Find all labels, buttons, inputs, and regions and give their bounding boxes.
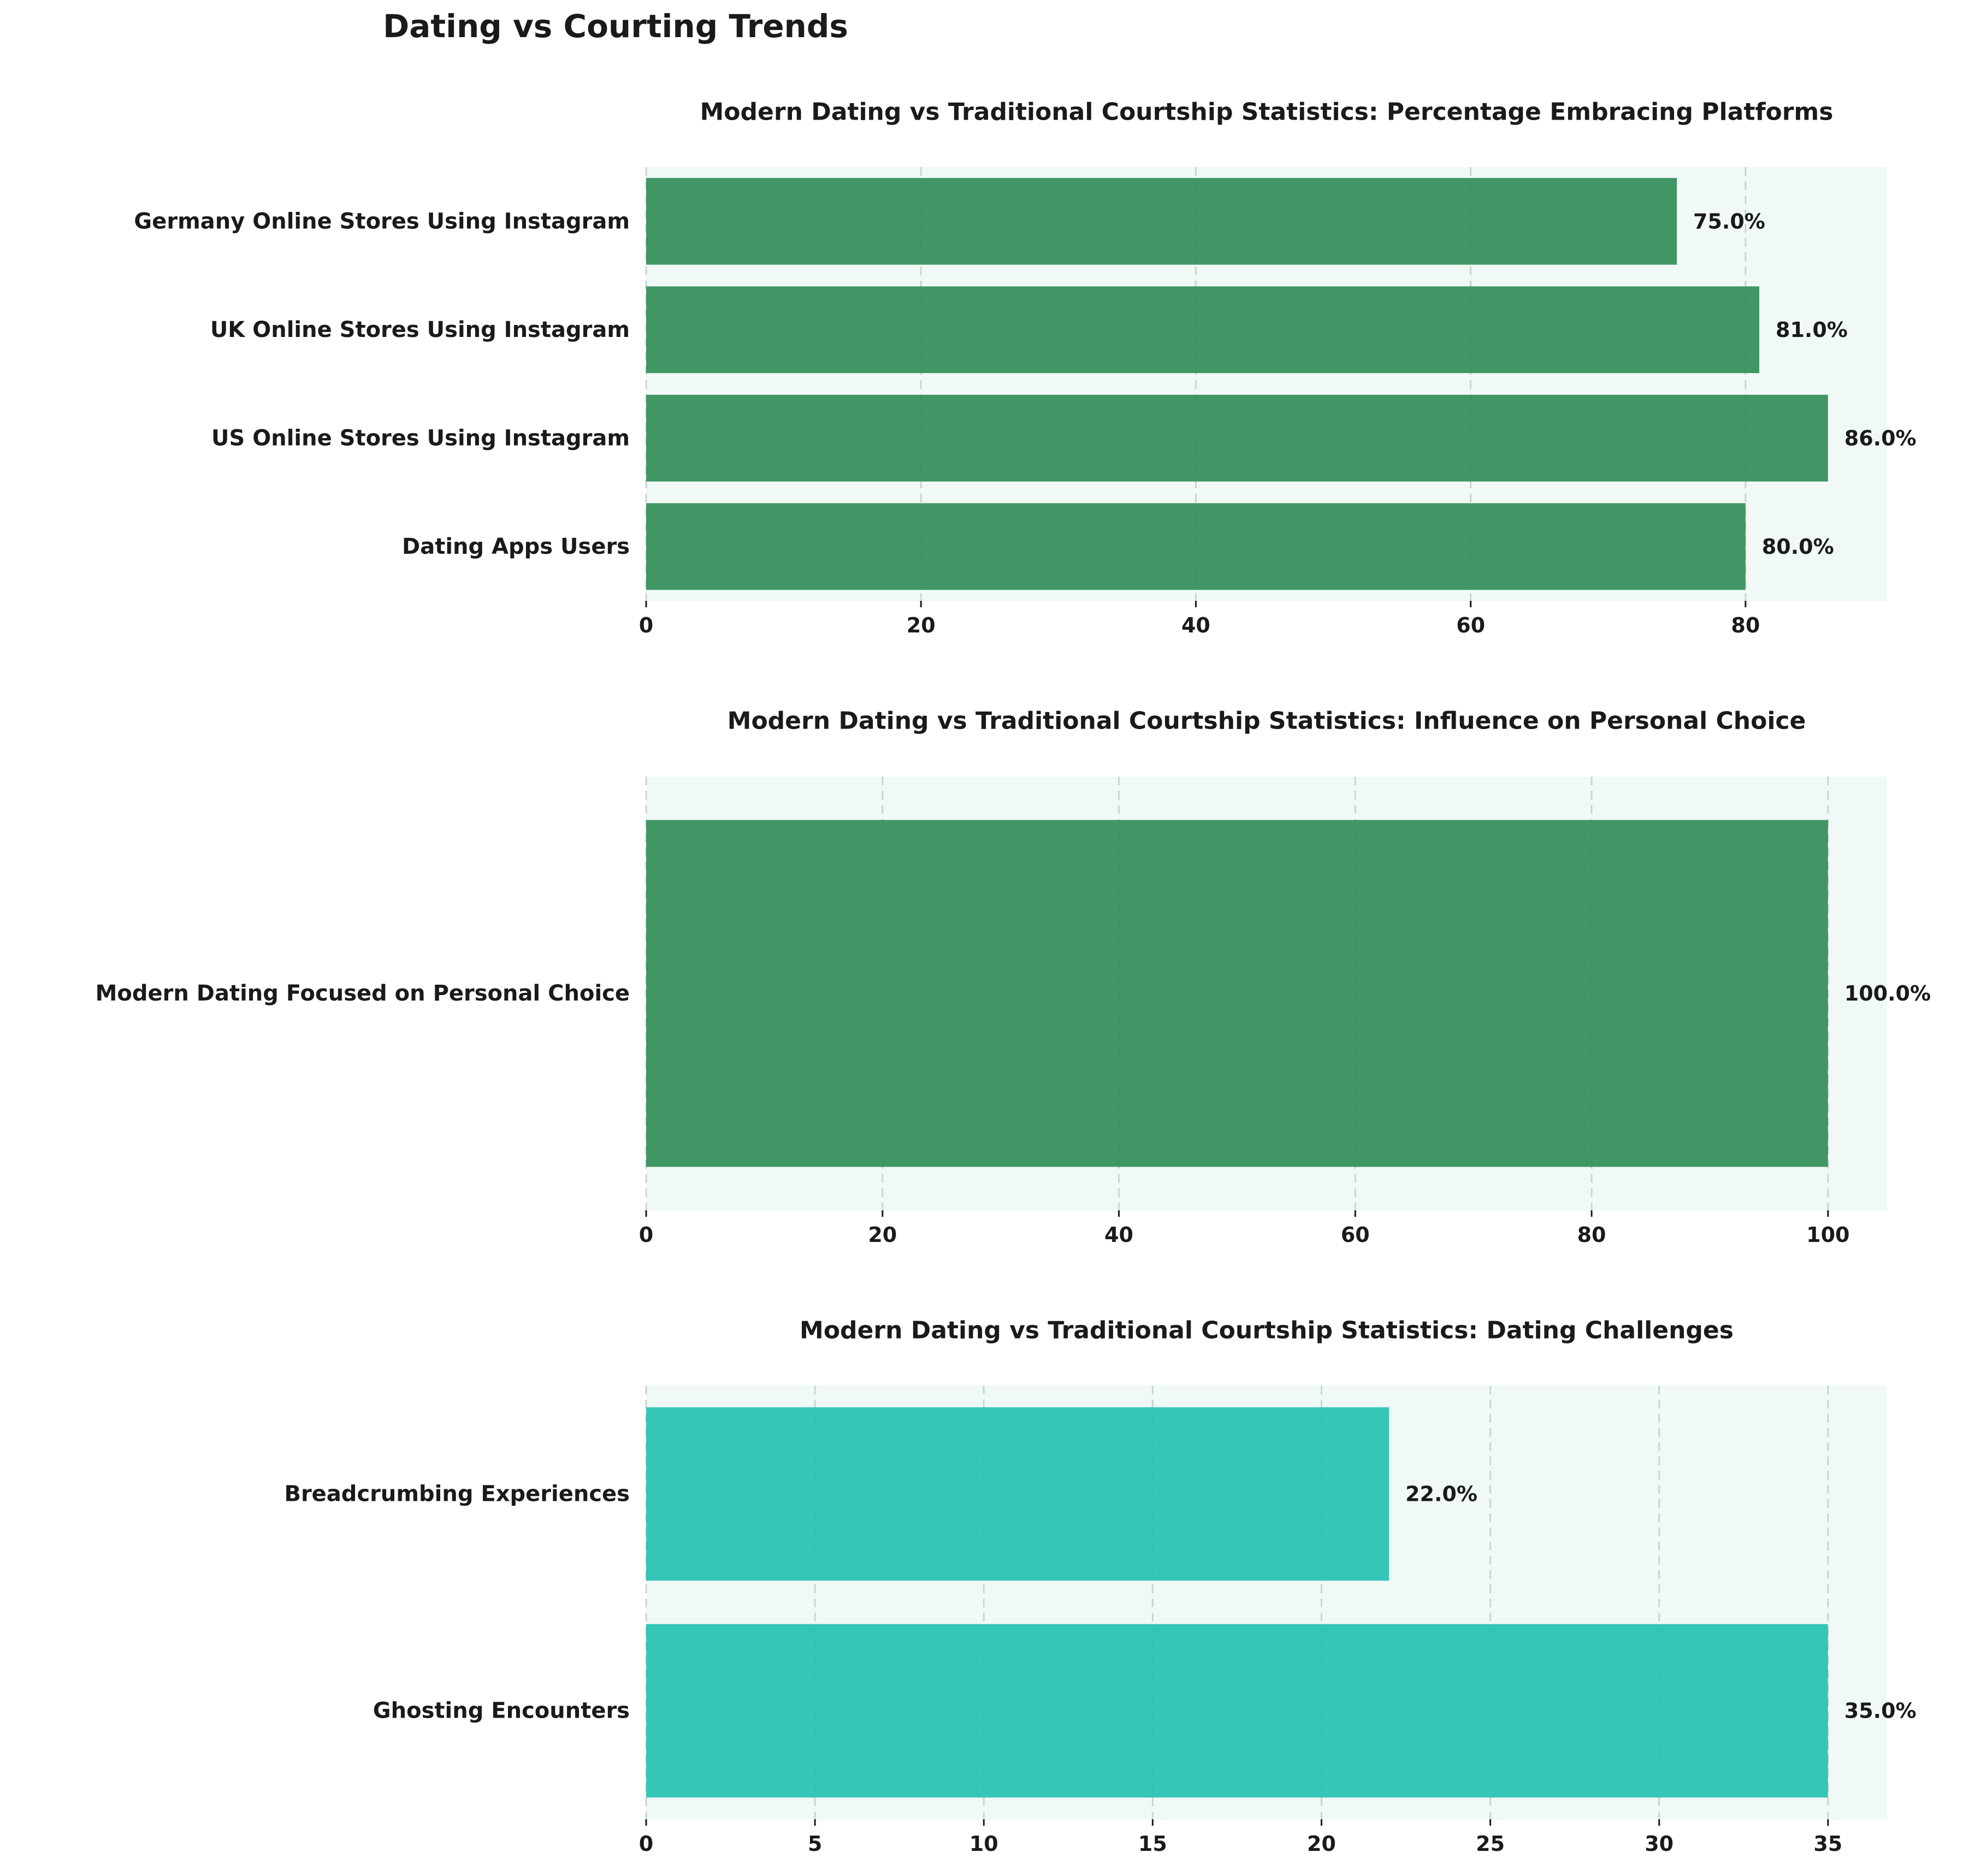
category-label: Germany Online Stores Using Instagram xyxy=(134,209,630,234)
x-tick-label: 0 xyxy=(639,613,653,637)
x-tick-label: 80 xyxy=(1577,1223,1606,1247)
data-label: 86.0% xyxy=(1844,426,1917,450)
data-label: 35.0% xyxy=(1844,1699,1917,1723)
category-label: UK Online Stores Using Instagram xyxy=(210,317,630,342)
x-tick-label: 40 xyxy=(1104,1223,1133,1247)
x-tick-label: 20 xyxy=(868,1223,897,1247)
category-label: Dating Apps Users xyxy=(402,534,630,559)
category-label: Breadcrumbing Experiences xyxy=(284,1482,630,1507)
x-tick-label: 60 xyxy=(1341,1223,1370,1247)
x-tick-label: 25 xyxy=(1476,1832,1505,1856)
x-tick-label: 30 xyxy=(1645,1832,1674,1856)
chart-panel-2: Modern Dating Focused on Personal Choice… xyxy=(96,707,1931,1247)
bar xyxy=(646,394,1828,482)
x-tick-label: 0 xyxy=(639,1223,653,1247)
x-tick-label: 60 xyxy=(1456,613,1485,637)
bar xyxy=(646,1624,1828,1798)
data-label: 80.0% xyxy=(1762,535,1834,559)
bar xyxy=(646,820,1828,1167)
bar xyxy=(646,503,1746,590)
category-label: US Online Stores Using Instagram xyxy=(211,425,630,451)
chart-title: Modern Dating vs Traditional Courtship S… xyxy=(800,1317,1734,1345)
category-label: Ghosting Encounters xyxy=(373,1699,630,1724)
x-tick-label: 20 xyxy=(907,613,936,637)
x-tick-label: 15 xyxy=(1138,1832,1167,1856)
data-label: 100.0% xyxy=(1844,981,1931,1005)
x-tick-label: 0 xyxy=(639,1832,653,1856)
x-tick-label: 10 xyxy=(969,1832,998,1856)
chart-title: Modern Dating vs Traditional Courtship S… xyxy=(700,98,1834,126)
figure-title: Dating vs Courting Trends xyxy=(383,8,848,45)
x-tick-label: 80 xyxy=(1731,613,1760,637)
x-tick-label: 100 xyxy=(1806,1223,1849,1247)
bar xyxy=(646,1407,1390,1581)
chart-panel-1: Dating Apps Users 80.0% US Online Stores U… xyxy=(134,98,1916,638)
category-label: Modern Dating Focused on Personal Choice xyxy=(96,981,630,1006)
chart-title: Modern Dating vs Traditional Courtship S… xyxy=(728,707,1806,735)
data-label: 22.0% xyxy=(1405,1482,1477,1506)
x-tick-label: 20 xyxy=(1307,1832,1336,1856)
bar xyxy=(646,286,1760,374)
data-label: 81.0% xyxy=(1776,318,1848,342)
data-label: 75.0% xyxy=(1693,209,1765,233)
x-tick-label: 35 xyxy=(1813,1832,1842,1856)
bar xyxy=(646,177,1677,265)
x-tick-label: 5 xyxy=(808,1832,822,1856)
chart-panel-3: Ghosting Encounters 35.0% Breadcrumbing Ex… xyxy=(284,1317,1916,1856)
x-tick-label: 40 xyxy=(1181,613,1210,637)
